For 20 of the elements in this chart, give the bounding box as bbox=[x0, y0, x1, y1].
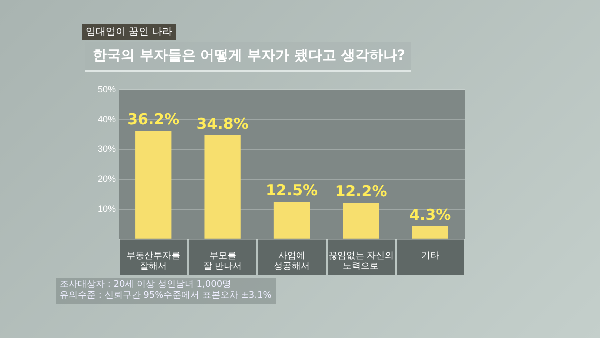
x-tick-label: 사업에 성공해서 bbox=[274, 250, 310, 272]
x-tick-label: 부동산투자를 잘해서 bbox=[126, 250, 181, 272]
data-label: 4.3% bbox=[410, 206, 452, 224]
data-label: 36.2% bbox=[128, 110, 180, 129]
data-label: 12.5% bbox=[266, 181, 318, 200]
y-tick-label: 10% bbox=[98, 204, 116, 214]
y-tick-label: 50% bbox=[98, 84, 116, 94]
bar bbox=[412, 226, 448, 239]
x-tick-label: 부모를 잘 만나서 bbox=[204, 250, 242, 272]
y-tick-label: 20% bbox=[98, 174, 116, 184]
text: 조사대상자 : 20세 이상 성인남녀 1,000명 bbox=[60, 280, 232, 290]
y-tick-label: 30% bbox=[98, 144, 116, 154]
y-tick-label: 40% bbox=[98, 114, 116, 124]
text: 임대업이 꿈인 나라 bbox=[82, 24, 176, 40]
chart-title: 한국의 부자들은 어떻게 부자가 됐다고 생각하나? bbox=[85, 42, 411, 72]
x-tick-label: 끊임없는 자신의 노력으로 bbox=[328, 250, 394, 272]
text: 유의수준 : 신뢰구간 95%수준에서 표본오차 ±3.1% bbox=[60, 291, 272, 301]
x-tick-label: 기타 bbox=[421, 250, 440, 260]
data-label: 12.2% bbox=[335, 182, 388, 200]
data-label: 34.8% bbox=[196, 114, 249, 133]
